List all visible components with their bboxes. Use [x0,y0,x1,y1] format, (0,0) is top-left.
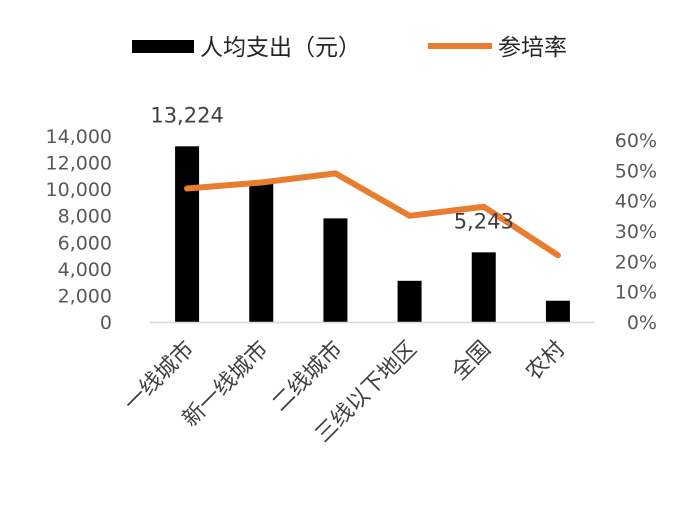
bar-3 [397,280,422,322]
data-label-1: 5,243 [454,209,514,233]
y-right-tick-6: 60% [615,130,657,152]
x-tick-4: 全国 [447,337,496,386]
y-right-tick-1: 10% [615,282,657,304]
line-point-0 [186,187,189,190]
y-left-tick-0: 0 [100,312,112,334]
y-left-tick-6: 12,000 [46,153,112,175]
y-left-tick-3: 6,000 [58,232,112,254]
x-tick-5: 农村 [521,337,570,386]
line-path [184,170,561,259]
y-right-tick-3: 30% [615,221,657,243]
y-left-tick-5: 10,000 [46,179,112,201]
y-left-tick-4: 8,000 [58,206,112,228]
y-right-tick-4: 40% [615,191,657,213]
bar-0 [175,146,200,322]
legend-swatch-bar [132,40,194,53]
line-point-5 [556,254,559,257]
y-right-tick-0: 0% [627,312,657,334]
legend-label-line: 参培率 [498,35,567,61]
bar-5 [545,300,570,322]
y-left-tick-2: 4,000 [58,259,112,281]
line-point-1 [260,181,263,184]
y-left-tick-7: 14,000 [46,126,112,148]
data-labels: 13,224 5,243 [150,103,513,233]
bar-4 [471,252,496,322]
line-point-4 [482,205,485,208]
y-left-tick-1: 2,000 [58,285,112,307]
legend-label-bar: 人均支出（元） [200,35,361,61]
legend: 人均支出（元） 参培率 [132,35,567,61]
bar-2 [323,218,348,322]
line-series [184,170,561,259]
line-point-2 [334,172,337,175]
bar-1 [249,181,274,322]
axes: 0 2,000 4,000 6,000 8,000 10,000 12,000 14,000 0… [46,126,657,448]
data-label-0: 13,224 [150,103,223,127]
y-right-tick-2: 20% [615,251,657,273]
line-point-3 [408,214,411,217]
bar-series [175,146,570,322]
y-right-tick-5: 50% [615,160,657,182]
